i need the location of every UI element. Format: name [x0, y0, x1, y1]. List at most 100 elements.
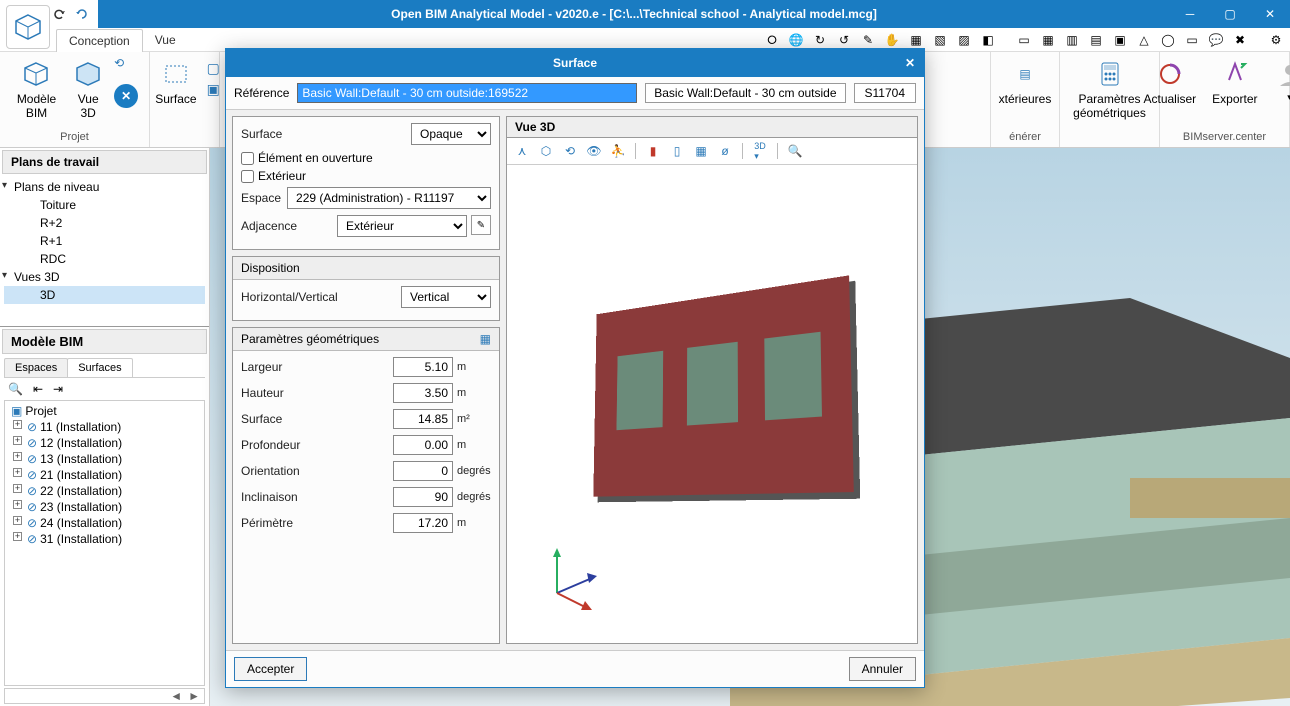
- scroll-right-icon[interactable]: ►: [188, 689, 200, 703]
- tool1-icon[interactable]: ✎: [858, 30, 878, 50]
- tree-item[interactable]: R+1: [4, 232, 205, 250]
- reference-input[interactable]: [297, 83, 637, 103]
- tree-install-item[interactable]: +⊘13 (Installation): [7, 451, 202, 467]
- ribbon-vue-3d[interactable]: Vue 3D: [66, 56, 110, 123]
- triangle-icon[interactable]: △: [1134, 30, 1154, 50]
- adjacence-select[interactable]: Extérieur: [337, 215, 467, 237]
- cut-icon[interactable]: ▮: [644, 142, 662, 160]
- tool2-icon[interactable]: ▦: [906, 30, 926, 50]
- vue3d-canvas[interactable]: [507, 165, 917, 643]
- tree-install-item[interactable]: +⊘24 (Installation): [7, 515, 202, 531]
- accepter-button[interactable]: Accepter: [234, 657, 307, 681]
- axes-icon[interactable]: ⋏: [513, 142, 531, 160]
- redo-icon[interactable]: [52, 6, 68, 22]
- param-input[interactable]: [393, 357, 453, 377]
- cube-view-icon[interactable]: ⬡: [537, 142, 555, 160]
- dashed-square-icon[interactable]: ▢: [207, 60, 220, 77]
- param-input[interactable]: [393, 461, 453, 481]
- tool4-icon[interactable]: ▨: [954, 30, 974, 50]
- ribbon-exporter[interactable]: Exporter: [1206, 56, 1263, 108]
- layout5-icon[interactable]: ▭: [1182, 30, 1202, 50]
- circle-icon[interactable]: ◯: [1158, 30, 1178, 50]
- ribbon-exterieures[interactable]: ▤xtérieures: [993, 56, 1058, 108]
- exterieur-checkbox[interactable]: [241, 170, 254, 183]
- scroll-strip[interactable]: ◄►: [4, 688, 205, 704]
- hide-icon[interactable]: ø: [716, 142, 734, 160]
- tab-vue[interactable]: Vue: [143, 29, 188, 51]
- tool3-icon[interactable]: ▧: [930, 30, 950, 50]
- tree-item[interactable]: Toiture: [4, 196, 205, 214]
- layout2-icon[interactable]: ▥: [1062, 30, 1082, 50]
- param-input[interactable]: [393, 513, 453, 533]
- edit-adjacence-icon[interactable]: ✎: [471, 215, 491, 235]
- tree-install-item[interactable]: +⊘31 (Installation): [7, 531, 202, 547]
- minimize-button[interactable]: ─: [1170, 0, 1210, 28]
- orbit-icon[interactable]: ⟲: [561, 142, 579, 160]
- scroll-left-icon[interactable]: ◄: [170, 689, 182, 703]
- ouverture-checkbox[interactable]: [241, 152, 254, 165]
- expand-icon[interactable]: +: [13, 500, 22, 509]
- tab-surfaces[interactable]: Surfaces: [67, 358, 132, 377]
- help-icon[interactable]: ⭘: [762, 30, 782, 50]
- tree-item[interactable]: R+2: [4, 214, 205, 232]
- zoom-icon[interactable]: 🔍: [786, 142, 804, 160]
- grid-view-icon[interactable]: ▦: [692, 142, 710, 160]
- filled-square-icon[interactable]: ▣: [207, 81, 220, 98]
- tree-install-item[interactable]: +⊘11 (Installation): [7, 419, 202, 435]
- maximize-button[interactable]: ▢: [1210, 0, 1250, 28]
- settings-icon[interactable]: ⚙: [1266, 30, 1286, 50]
- tree-plans-niveau[interactable]: Plans de niveau: [4, 178, 205, 196]
- close-button[interactable]: ✕: [1250, 0, 1290, 28]
- expand-icon[interactable]: +: [13, 468, 22, 477]
- tab-espaces[interactable]: Espaces: [4, 358, 68, 377]
- param-input[interactable]: [393, 435, 453, 455]
- ribbon-actualiser[interactable]: Actualiser: [1137, 56, 1202, 108]
- tree-projet[interactable]: ▣Projet: [7, 403, 202, 419]
- tree-vues-3d[interactable]: Vues 3D: [4, 268, 205, 286]
- ribbon-surface[interactable]: Surface: [149, 56, 202, 108]
- sync2-icon[interactable]: ↺: [834, 30, 854, 50]
- x-tool-icon[interactable]: ✖: [1230, 30, 1250, 50]
- espace-select[interactable]: 229 (Administration) - R11197: [287, 187, 491, 209]
- layout1-icon[interactable]: ▭: [1014, 30, 1034, 50]
- proj-icon[interactable]: 3D▾: [751, 142, 769, 160]
- person-icon[interactable]: ⛹: [609, 142, 627, 160]
- tree-install-item[interactable]: +⊘21 (Installation): [7, 467, 202, 483]
- param-input[interactable]: [393, 487, 453, 507]
- tree-item-3d[interactable]: 3D: [4, 286, 205, 304]
- eye-icon[interactable]: 👁: [585, 142, 603, 160]
- app-icon[interactable]: [6, 5, 50, 49]
- expand-icon[interactable]: ⇥: [53, 382, 63, 396]
- hv-select[interactable]: Vertical: [401, 286, 491, 308]
- surface-type-select[interactable]: Opaque: [411, 123, 491, 145]
- refresh-icon[interactable]: [74, 6, 90, 22]
- tool-icon[interactable]: ⟲: [114, 56, 138, 80]
- collapse-icon[interactable]: ⇤: [33, 382, 43, 396]
- tab-conception[interactable]: Conception: [56, 29, 143, 52]
- param-input[interactable]: [393, 409, 453, 429]
- expand-icon[interactable]: +: [13, 436, 22, 445]
- layout4-icon[interactable]: ▣: [1110, 30, 1130, 50]
- globe-icon[interactable]: 🌐: [786, 30, 806, 50]
- expand-icon[interactable]: +: [13, 420, 22, 429]
- tree-item[interactable]: RDC: [4, 250, 205, 268]
- search-icon[interactable]: 🔍: [8, 382, 23, 396]
- chat-icon[interactable]: 💬: [1206, 30, 1226, 50]
- tree-install-item[interactable]: +⊘22 (Installation): [7, 483, 202, 499]
- layout3-icon[interactable]: ▤: [1086, 30, 1106, 50]
- tree-install-item[interactable]: +⊘12 (Installation): [7, 435, 202, 451]
- expand-icon[interactable]: +: [13, 532, 22, 541]
- tree-install-item[interactable]: +⊘23 (Installation): [7, 499, 202, 515]
- cancel-icon[interactable]: ✕: [114, 84, 138, 108]
- layer-icon[interactable]: ▯: [668, 142, 686, 160]
- sync-icon[interactable]: ↻: [810, 30, 830, 50]
- tool5-icon[interactable]: ◧: [978, 30, 998, 50]
- hand-icon[interactable]: ✋: [882, 30, 902, 50]
- grid-icon[interactable]: ▦: [1038, 30, 1058, 50]
- dialog-close-icon[interactable]: ✕: [900, 53, 920, 73]
- ribbon-modele-bim[interactable]: Modèle BIM: [11, 56, 62, 123]
- param-input[interactable]: [393, 383, 453, 403]
- mb-tree[interactable]: ▣Projet +⊘11 (Installation) +⊘12 (Instal…: [4, 400, 205, 686]
- dialog-title-bar[interactable]: Surface ✕: [226, 49, 924, 77]
- expand-icon[interactable]: +: [13, 452, 22, 461]
